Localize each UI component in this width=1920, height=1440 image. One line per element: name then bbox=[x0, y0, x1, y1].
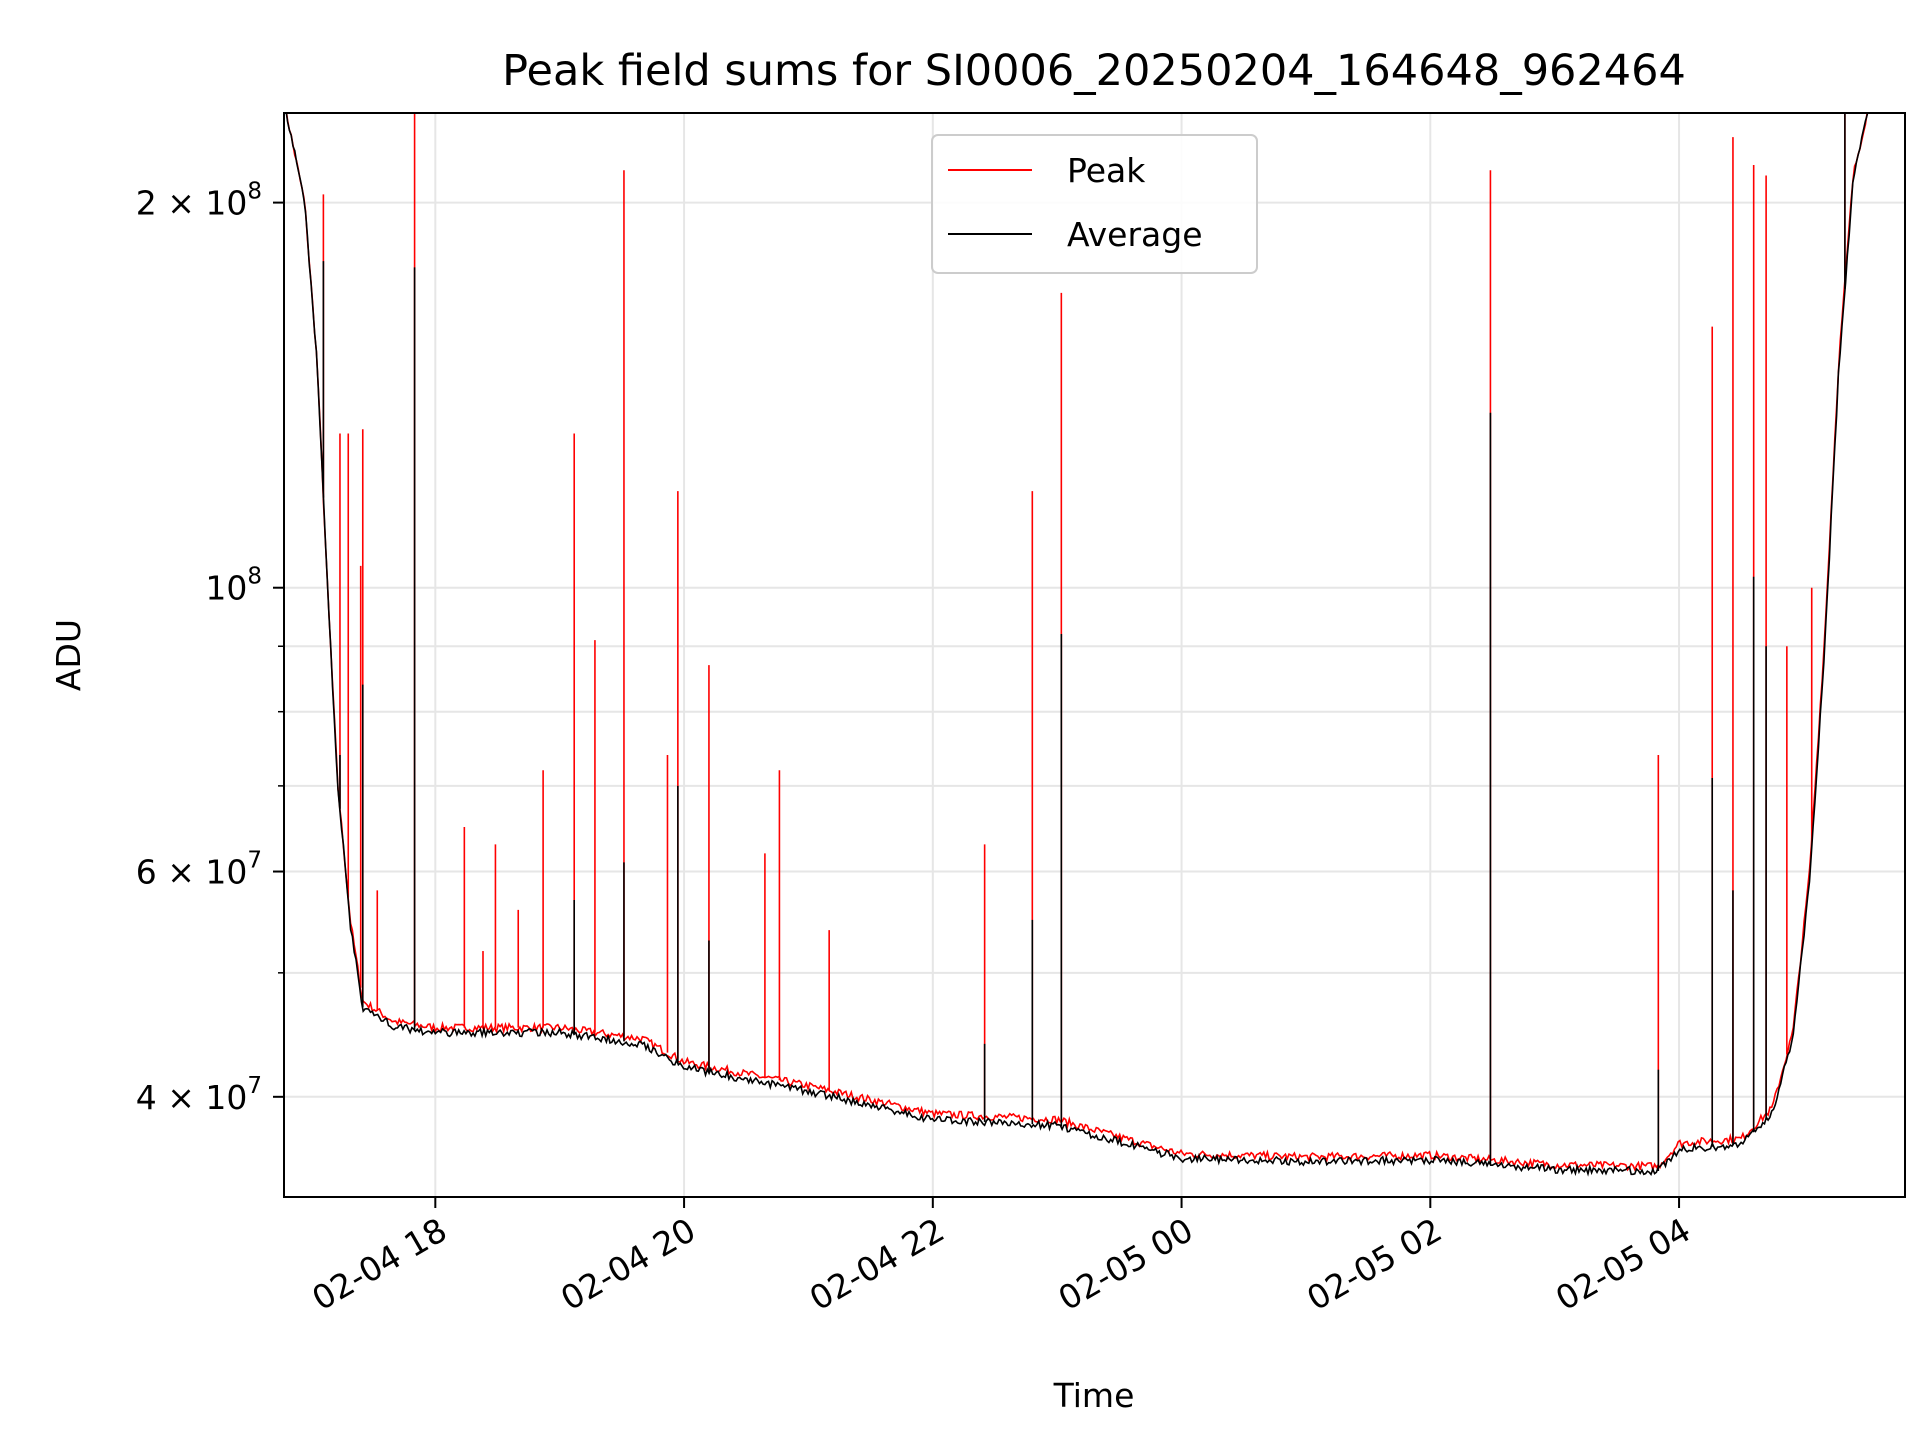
series-average bbox=[285, 113, 1869, 1177]
series-line-average bbox=[285, 113, 1869, 1177]
y-tick-label-exponent: 7 bbox=[247, 848, 262, 874]
series-layer bbox=[285, 113, 1869, 1177]
legend: Peak Average bbox=[931, 134, 1258, 274]
y-tick-label-exponent: 7 bbox=[247, 1073, 262, 1099]
y-tick-label: 4 × 107 bbox=[136, 1073, 262, 1117]
x-axis-label: Time bbox=[1053, 1376, 1135, 1415]
plot-frame bbox=[283, 112, 1906, 1198]
y-axis-label: ADU bbox=[49, 619, 88, 691]
legend-label-average: Average bbox=[1067, 215, 1203, 254]
legend-label-peak: Peak bbox=[1067, 151, 1146, 190]
y-tick-label: 6 × 107 bbox=[136, 848, 262, 892]
y-tick-label-exponent: 8 bbox=[247, 179, 262, 205]
y-tick-label: 2 × 108 bbox=[136, 179, 262, 223]
y-tick-label-exponent: 8 bbox=[247, 564, 262, 590]
grid bbox=[284, 113, 1905, 1197]
series-line-peak bbox=[285, 113, 1868, 1173]
chart-title: Peak field sums for SI0006_20250204_1646… bbox=[502, 46, 1686, 96]
